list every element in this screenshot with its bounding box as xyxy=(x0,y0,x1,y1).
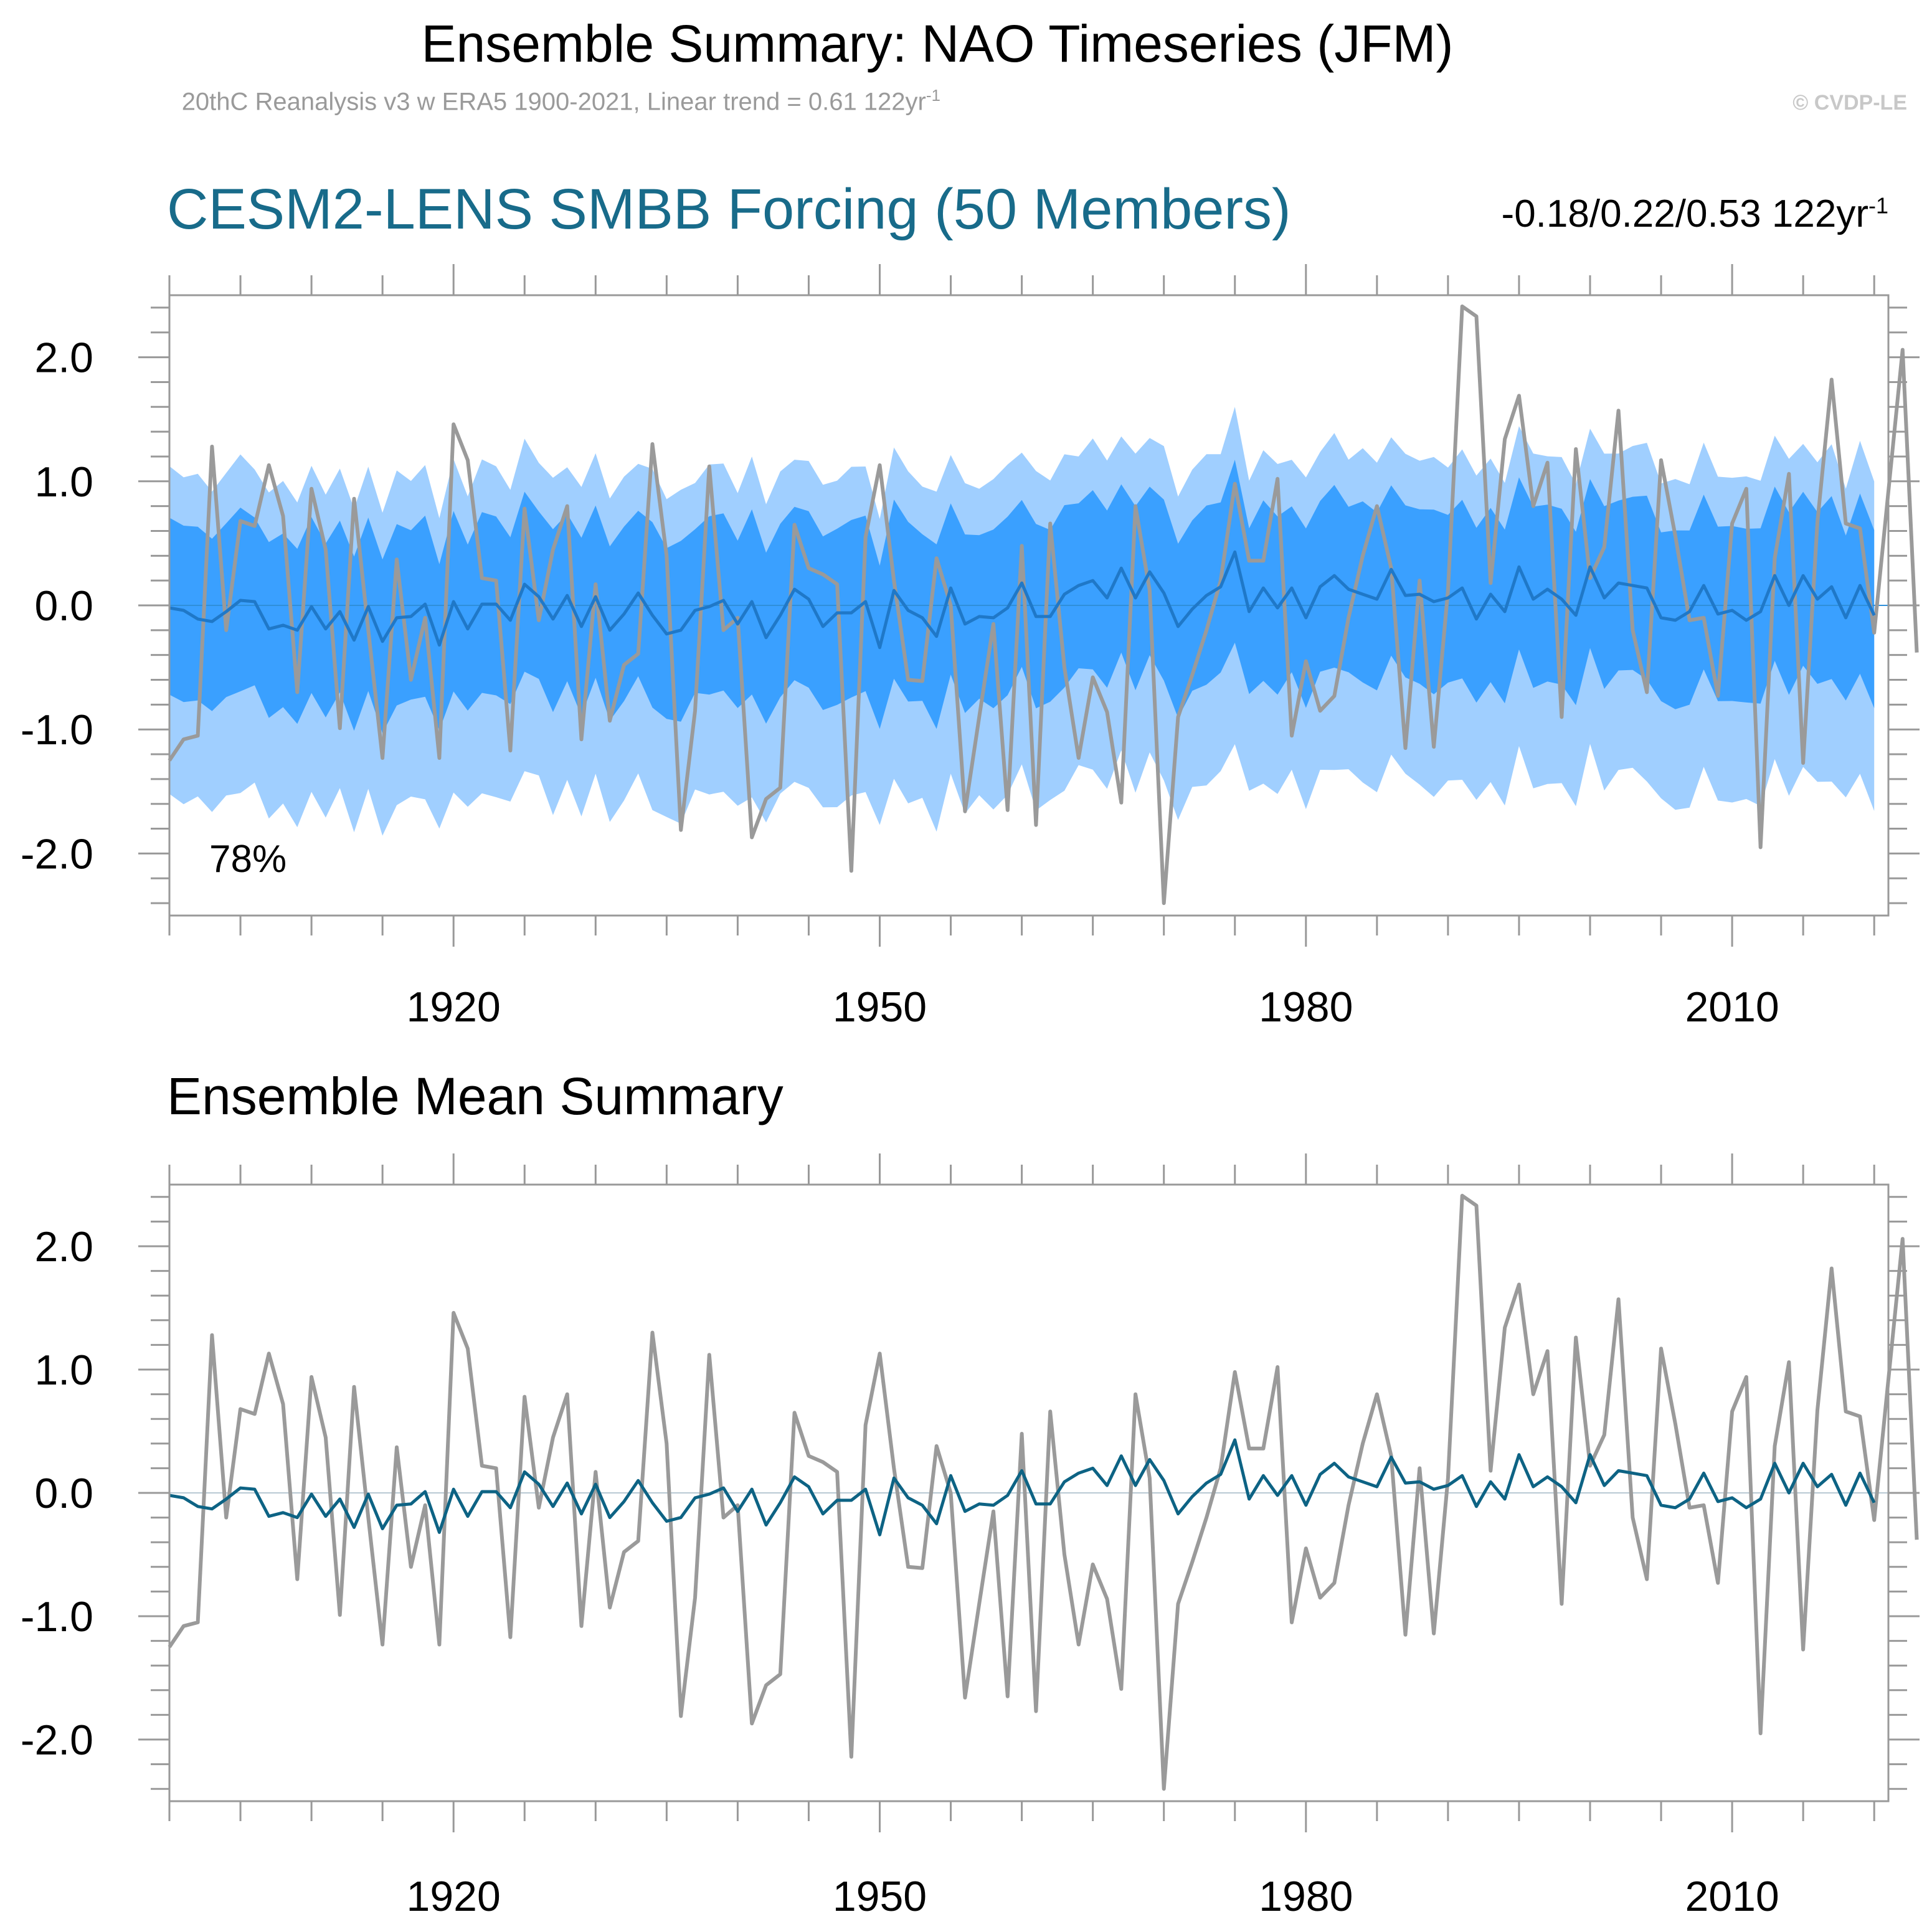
copyright-label: © CVDP-LE xyxy=(1792,91,1907,115)
trend-range-text: -0.18/0.22/0.53 122yr xyxy=(1501,192,1868,235)
top-x-tick-label: 1980 xyxy=(1259,983,1353,1031)
bottom-x-tick-label: 1980 xyxy=(1259,1873,1353,1920)
subtitle: 20thC Reanalysis v3 w ERA5 1900-2021, Li… xyxy=(0,86,940,116)
top-y-tick-label: 0.0 xyxy=(34,582,93,630)
percent-annotation: 78% xyxy=(209,838,286,881)
bottom-panel-title: Ensemble Mean Summary xyxy=(167,1067,784,1125)
trend-unit-exponent: -1 xyxy=(1868,192,1888,219)
bottom-x-tick-label: 1920 xyxy=(407,1873,501,1920)
bottom-y-tick-label: -2.0 xyxy=(21,1716,93,1764)
subtitle-unit-exponent: -1 xyxy=(926,86,940,105)
top-x-tick-label: 1920 xyxy=(407,983,501,1031)
top-x-tick-label: 2010 xyxy=(1685,983,1779,1031)
bottom-observed-line xyxy=(168,1193,1919,1791)
top-y-tick-label: -2.0 xyxy=(21,830,93,878)
bottom-x-tick-label: 1950 xyxy=(833,1873,927,1920)
top-band-inner xyxy=(169,460,1875,734)
top-y-tick-label: 2.0 xyxy=(34,334,93,382)
top-x-tick-label: 1950 xyxy=(833,983,927,1031)
bottom-y-tick-label: 1.0 xyxy=(34,1347,93,1394)
top-panel-plot: 2.0 1.0 0.0 -1.0 -2.0 1920 1950 1980 2010 78% xyxy=(21,264,1920,1031)
top-y-tick-label: 1.0 xyxy=(34,458,93,506)
bottom-y-tick-label: -1.0 xyxy=(21,1593,93,1641)
top-panel-trend-range: -0.18/0.22/0.53 122yr-1 xyxy=(1502,192,1888,236)
bottom-x-tick-label: 2010 xyxy=(1685,1873,1779,1920)
top-y-tick-label: -1.0 xyxy=(21,706,93,754)
bottom-y-tick-label: 0.0 xyxy=(34,1470,93,1517)
bottom-ensemble-mean-line xyxy=(169,1438,1876,1536)
bottom-panel-plot: 2.0 1.0 0.0 -1.0 -2.0 1920 1950 1980 2010 xyxy=(21,1153,1920,1920)
subtitle-text: 20thC Reanalysis v3 w ERA5 1900-2021, Li… xyxy=(181,88,926,116)
top-observed-line xyxy=(168,304,1919,906)
main-title: Ensemble Summary: NAO Timeseries (JFM) xyxy=(421,14,1454,73)
bottom-y-tick-label: 2.0 xyxy=(34,1223,93,1271)
top-panel-title: CESM2-LENS SMBB Forcing (50 Members) xyxy=(167,178,1291,241)
top-ensemble-mean-line xyxy=(169,550,1876,650)
